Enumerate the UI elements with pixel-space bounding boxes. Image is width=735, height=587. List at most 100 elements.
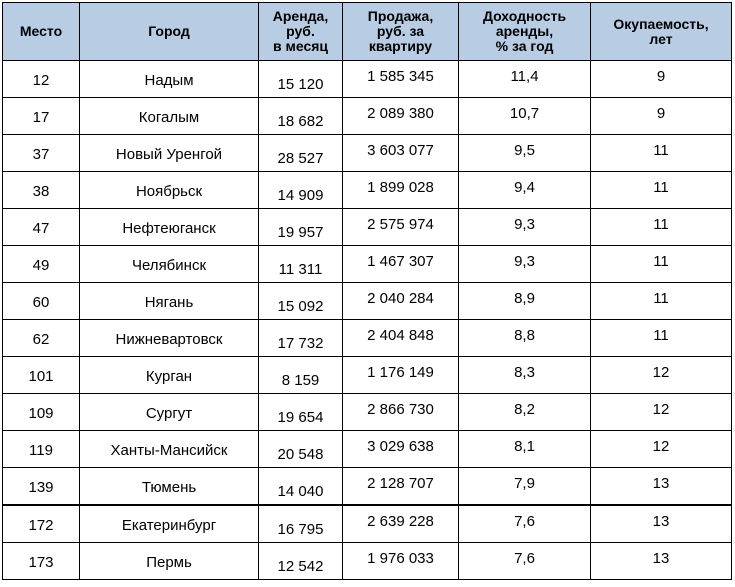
city-value: Нижневартовск [115, 330, 223, 348]
cell-rent: 14 909 [258, 171, 343, 209]
table-row: 38 Ноябрьск 14 909 1 899 028 9,4 11 [2, 171, 732, 209]
rent-value: 11 311 [278, 260, 323, 278]
table-row: 47 Нефтеюганск 19 957 2 575 974 9,3 11 [2, 208, 732, 246]
yield-value: 8,3 [514, 363, 535, 381]
cell-price: 1 467 307 [342, 245, 459, 283]
city-value: Нягань [144, 293, 194, 311]
rank-value: 139 [28, 478, 54, 496]
table-row: 37 Новый Уренгой 28 527 3 603 077 9,5 11 [2, 134, 732, 172]
cell-city: Когалым [79, 97, 259, 135]
cell-payback: 11 [590, 319, 732, 357]
table-row: 173 Пермь 12 542 1 976 033 7,6 13 [2, 542, 732, 580]
cell-rank: 172 [2, 504, 80, 543]
cell-price: 2 040 284 [342, 282, 459, 320]
cell-payback: 13 [590, 542, 732, 580]
table-row: 17 Когалым 18 682 2 089 380 10,7 9 [2, 97, 732, 135]
cell-city: Курган [79, 356, 259, 394]
cell-payback: 13 [590, 467, 732, 506]
cell-yield: 8,1 [458, 430, 591, 468]
rent-value: 12 542 [277, 557, 324, 575]
cell-city: Нижневартовск [79, 319, 259, 357]
price-value: 2 575 974 [367, 215, 434, 233]
payback-value: 9 [656, 67, 666, 85]
cell-yield: 8,2 [458, 393, 591, 431]
table-row: 12 Надым 15 120 1 585 345 11,4 9 [2, 60, 732, 98]
cell-yield: 9,3 [458, 208, 591, 246]
cell-rank: 119 [2, 430, 80, 468]
table-row: 101 Курган 8 159 1 176 149 8,3 12 [2, 356, 732, 394]
city-value: Курган [145, 367, 193, 385]
rent-value: 18 682 [277, 112, 324, 130]
header-city: Город [79, 2, 259, 61]
cell-yield: 9,4 [458, 171, 591, 209]
cell-payback: 9 [590, 60, 732, 98]
rent-value: 15 092 [277, 297, 324, 315]
table-body: 12 Надым 15 120 1 585 345 11,4 9 17 Когалым 18 6… [2, 60, 732, 580]
price-value: 1 467 307 [367, 252, 434, 270]
rank-value: 47 [32, 219, 50, 237]
cell-yield: 8,9 [458, 282, 591, 320]
payback-value: 13 [652, 549, 670, 567]
price-value: 1 976 033 [367, 549, 434, 567]
price-value: 2 040 284 [367, 289, 434, 307]
rank-value: 173 [28, 553, 54, 571]
city-value: Новый Уренгой [115, 145, 223, 163]
rank-value: 17 [32, 108, 50, 126]
rental-yield-table: Место Город Аренда, руб. в месяц Продажа… [2, 2, 732, 580]
payback-value: 13 [652, 512, 670, 530]
yield-value: 10,7 [509, 104, 540, 122]
cell-price: 3 603 077 [342, 134, 459, 172]
price-value: 2 404 848 [367, 326, 434, 344]
payback-value: 12 [652, 400, 670, 418]
cell-rank: 60 [2, 282, 80, 320]
yield-value: 7,6 [514, 512, 535, 530]
rank-value: 49 [32, 256, 50, 274]
payback-value: 11 [653, 215, 669, 233]
cell-city: Нефтеюганск [79, 208, 259, 246]
yield-value: 7,6 [514, 549, 535, 567]
cell-yield: 9,3 [458, 245, 591, 283]
yield-value: 8,2 [514, 400, 535, 418]
payback-value: 12 [652, 437, 670, 455]
city-value: Челябинск [131, 256, 207, 274]
yield-value: 9,5 [514, 141, 535, 159]
city-value: Нефтеюганск [122, 219, 216, 237]
cell-rank: 109 [2, 393, 80, 431]
cell-rank: 37 [2, 134, 80, 172]
cell-city: Челябинск [79, 245, 259, 283]
cell-rank: 38 [2, 171, 80, 209]
cell-payback: 11 [590, 171, 732, 209]
cell-rank: 62 [2, 319, 80, 357]
cell-yield: 11,4 [458, 60, 591, 98]
cell-rank: 49 [2, 245, 80, 283]
rank-value: 109 [28, 404, 54, 422]
cell-price: 1 976 033 [342, 542, 459, 580]
price-value: 3 029 638 [367, 437, 434, 455]
cell-payback: 11 [590, 134, 732, 172]
rent-value: 19 957 [277, 223, 324, 241]
cell-yield: 7,9 [458, 467, 591, 506]
cell-rent: 28 527 [258, 134, 343, 172]
table-row: 139 Тюмень 14 040 2 128 707 7,9 13 [2, 467, 732, 506]
table-row: 49 Челябинск 11 311 1 467 307 9,3 11 [2, 245, 732, 283]
cell-price: 2 575 974 [342, 208, 459, 246]
cell-city: Ноябрьск [79, 171, 259, 209]
cell-city: Новый Уренгой [79, 134, 259, 172]
cell-rent: 20 548 [258, 430, 343, 468]
cell-price: 1 176 149 [342, 356, 459, 394]
yield-value: 7,9 [514, 474, 535, 492]
table-row: 60 Нягань 15 092 2 040 284 8,9 11 [2, 282, 732, 320]
yield-value: 8,8 [514, 326, 535, 344]
rent-value: 16 795 [277, 520, 324, 538]
cell-rent: 11 311 [258, 245, 343, 283]
header-price: Продажа, руб. за квартиру [342, 2, 459, 61]
cell-city: Нягань [79, 282, 259, 320]
header-rank: Место [2, 2, 80, 61]
yield-value: 11,4 [510, 67, 539, 85]
cell-rent: 16 795 [258, 504, 343, 543]
cell-payback: 9 [590, 97, 732, 135]
cell-yield: 9,5 [458, 134, 591, 172]
cell-yield: 7,6 [458, 504, 591, 543]
city-value: Екатеринбург [121, 516, 217, 534]
rank-value: 119 [29, 441, 53, 459]
